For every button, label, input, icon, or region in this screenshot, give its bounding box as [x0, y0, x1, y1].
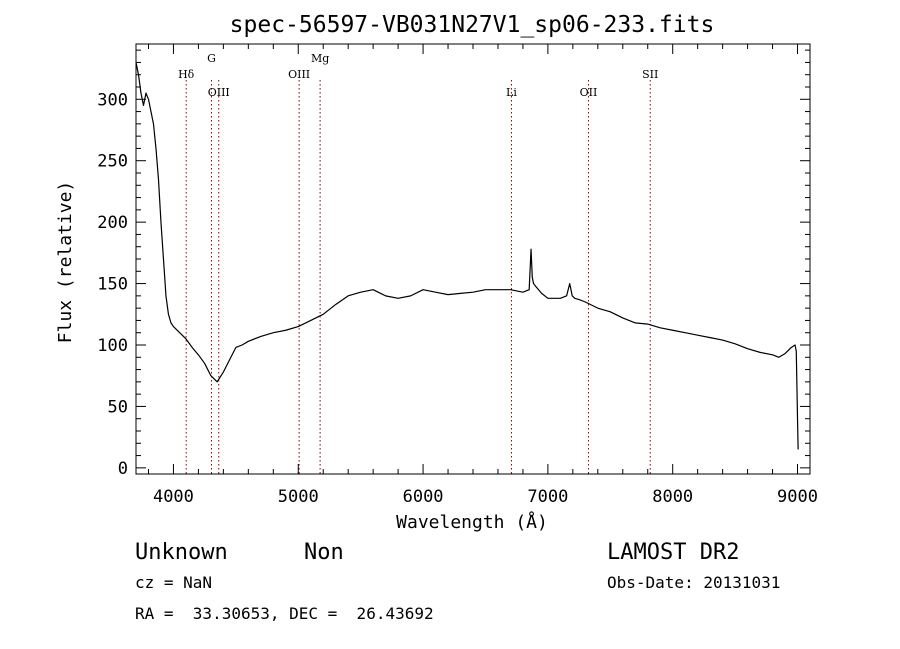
x-tick-label: 7000	[527, 487, 568, 507]
x-tick-label: 4000	[153, 487, 194, 507]
spectral-line-label: Li	[506, 86, 517, 99]
survey-label: LAMOST DR2	[607, 540, 739, 565]
spectral-line-label: OII	[580, 86, 598, 99]
classification-label: Unknown	[135, 540, 228, 565]
x-axis: 4000 5000 6000 7000 8000 9000	[147, 44, 818, 507]
spectral-line-label: Mg	[311, 52, 329, 65]
x-tick-label: 8000	[652, 487, 693, 507]
redshift-label: cz = NaN	[135, 573, 212, 592]
y-tick-label: 0	[118, 459, 128, 479]
spectral-line-label: SII	[642, 68, 658, 81]
spectral-line-label: Hδ	[178, 68, 195, 81]
plot-frame	[135, 43, 811, 475]
y-axis-label: Flux (relative)	[55, 181, 76, 344]
y-axis: 0 50 100 150 200 250 300	[97, 49, 810, 479]
x-tick-label: 5000	[278, 487, 319, 507]
y-tick-label: 150	[97, 275, 128, 295]
subclass-label: Non	[304, 540, 344, 565]
spectral-line-label: OIII	[288, 68, 310, 81]
spectral-line-label: G	[207, 52, 216, 65]
obs-date-label: Obs-Date: 20131031	[607, 573, 780, 592]
y-tick-label: 300	[97, 90, 128, 110]
coordinates-label: RA = 33.30653, DEC = 26.43692	[135, 604, 434, 623]
y-tick-label: 100	[97, 336, 128, 356]
y-tick-label: 200	[97, 213, 128, 233]
chart-title: spec-56597-VB031N27V1_sp06-233.fits	[230, 12, 715, 38]
spectral-line-label: OIII	[208, 86, 230, 99]
y-tick-label: 250	[97, 152, 128, 172]
x-axis-label: Wavelength (Å)	[396, 511, 548, 533]
x-tick-label: 9000	[777, 487, 818, 507]
spectrum-series-line	[135, 62, 799, 450]
x-tick-label: 6000	[403, 487, 444, 507]
y-tick-label: 50	[108, 397, 128, 417]
